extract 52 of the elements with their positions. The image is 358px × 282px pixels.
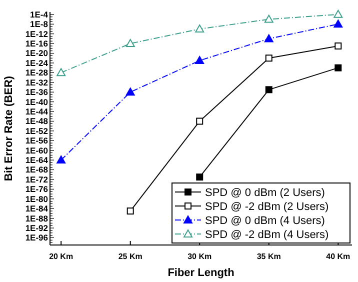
point bbox=[196, 118, 204, 125]
point bbox=[196, 174, 204, 181]
point bbox=[195, 56, 204, 64]
legend-label: SPD @ 0 dBm (2 Users) bbox=[205, 186, 325, 199]
point bbox=[126, 88, 135, 96]
legend-label: SPD @ -2 dBm (2 Users) bbox=[205, 200, 329, 213]
y-tick-label: 1E-80 bbox=[25, 194, 48, 204]
point bbox=[265, 86, 272, 94]
x-axis-title: Fiber Length bbox=[168, 267, 235, 279]
y-tick-label: 1E-48 bbox=[25, 116, 48, 126]
y-tick-label: 1E-64 bbox=[25, 155, 48, 166]
y-tick-label: 1E-88 bbox=[25, 213, 48, 224]
y-tick-label: 1E-16 bbox=[25, 38, 48, 49]
y-axis-title: Bit Error Rate (BER) bbox=[3, 76, 15, 182]
y-tick-label: 1E-68 bbox=[25, 164, 48, 175]
x-tick-label: 20 Km bbox=[49, 252, 74, 261]
y-tick-label: 1E-40 bbox=[25, 96, 48, 107]
y-tick-label: 1E-72 bbox=[25, 174, 48, 184]
x-tick-label: 35 Km bbox=[256, 252, 281, 261]
y-tick-label: 1E-20 bbox=[25, 48, 48, 58]
y-tick-label: 1E-12 bbox=[25, 28, 48, 39]
point bbox=[264, 14, 274, 23]
x-tick-label: 30 Km bbox=[188, 252, 212, 261]
point bbox=[195, 24, 204, 32]
point bbox=[56, 68, 66, 76]
y-tick-label: 1E-28 bbox=[25, 68, 48, 78]
point bbox=[56, 156, 66, 164]
y-tick-label: 1E-32 bbox=[25, 77, 48, 88]
x-tick-label: 40 Km bbox=[326, 252, 350, 261]
y-tick-label: 1E-4 bbox=[30, 9, 48, 20]
point bbox=[265, 54, 272, 62]
y-tick-label: 1E-52 bbox=[25, 126, 48, 136]
y-tick-label: 1E-24 bbox=[25, 58, 48, 68]
y-tick-label: 1E-96 bbox=[25, 232, 48, 243]
y-tick-label: 1E-44 bbox=[25, 106, 48, 116]
y-tick-label: 1E-60 bbox=[25, 145, 48, 156]
point bbox=[126, 39, 135, 48]
point bbox=[264, 34, 274, 42]
y-tick-label: 1E-84 bbox=[25, 204, 48, 214]
point bbox=[334, 10, 343, 18]
y-tick-label: 1E-76 bbox=[25, 184, 48, 194]
point bbox=[126, 208, 134, 215]
point bbox=[334, 64, 342, 72]
legend-label: SPD @ 0 dBm (4 Users) bbox=[205, 214, 325, 227]
point bbox=[334, 20, 343, 28]
y-tick-label: 1E-56 bbox=[25, 136, 48, 146]
x-tick-label: 25 Km bbox=[118, 252, 142, 261]
y-tick-label: 1E-8 bbox=[30, 19, 48, 30]
y-tick-label: 1E-36 bbox=[25, 87, 48, 98]
legend-label: SPD @ -2 dBm (4 Users) bbox=[205, 228, 329, 241]
point bbox=[334, 42, 342, 50]
y-tick-label: 1E-92 bbox=[25, 222, 48, 233]
